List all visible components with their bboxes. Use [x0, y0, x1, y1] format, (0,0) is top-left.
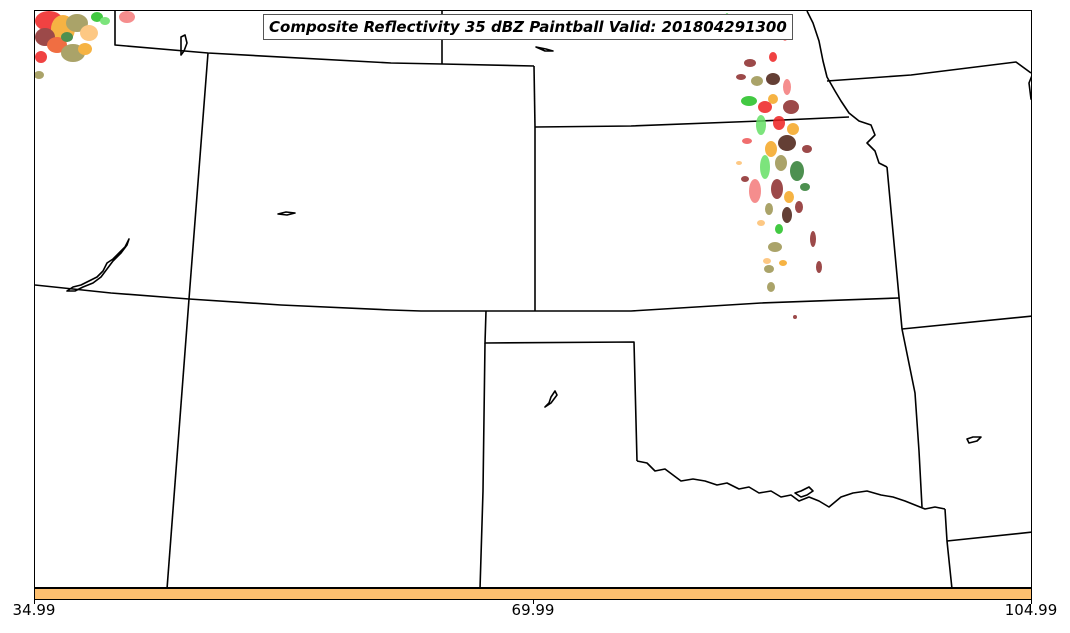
paint-blob: [757, 220, 765, 226]
boundary-ia-mo: [826, 61, 1031, 82]
paint-blob: [61, 32, 73, 42]
paint-blob: [763, 258, 771, 264]
paint-blob: [751, 76, 763, 86]
lake-powell: [66, 238, 130, 292]
paint-blob: [773, 116, 785, 130]
paint-blob: [775, 224, 783, 234]
lake-ute: [544, 390, 558, 408]
paint-blob: [119, 11, 135, 23]
paint-blob: [47, 37, 67, 53]
colorbar: [34, 588, 1032, 600]
paint-blob: [741, 96, 757, 106]
paint-blob: [80, 25, 98, 41]
paint-blob: [744, 59, 756, 67]
paint-blob: [775, 155, 787, 171]
paint-blob: [783, 100, 799, 114]
paint-blob: [736, 74, 746, 80]
boundary-missouri-river: [806, 11, 888, 168]
boundary-mo-ar: [901, 315, 1031, 330]
paint-blob: [782, 207, 792, 223]
boundary-ks-mo: [886, 166, 903, 330]
colorbar-tick-mark-left: [34, 600, 35, 604]
paint-blob: [779, 260, 787, 266]
paint-blob: [78, 43, 92, 55]
paint-blob: [749, 179, 761, 203]
boundary-ut-co: [188, 52, 209, 300]
lake-mcconaughy: [535, 46, 554, 52]
map-plot-area[interactable]: [34, 10, 1032, 588]
lake-ouachita: [966, 436, 982, 444]
boundary-tx-ar: [944, 508, 953, 587]
paint-blob: [787, 123, 799, 135]
colorbar-tick-mark-right: [1031, 600, 1032, 604]
paint-blob: [756, 115, 766, 135]
paint-blob: [741, 176, 749, 182]
paint-blob: [810, 231, 816, 247]
boundary-ia-east: [1028, 75, 1031, 101]
paint-blob: [100, 17, 110, 25]
boundary-wy-co: [114, 11, 535, 67]
paint-blob: [816, 261, 822, 273]
paint-blob: [768, 94, 778, 104]
colorbar-tick-mark-center: [533, 600, 534, 604]
state-boundaries: [35, 11, 1031, 587]
paint-blob: [771, 179, 783, 199]
paint-blob: [767, 282, 775, 292]
colorbar-tick-label-left: 34.99: [12, 601, 56, 619]
lake-blue-mesa: [277, 211, 296, 216]
paint-blob: [736, 161, 742, 165]
lake-texoma: [794, 486, 814, 498]
colorbar-tick-label-right: 104.99: [1004, 601, 1058, 619]
boundary-ar-la: [946, 531, 1031, 542]
paint-blob: [790, 161, 804, 181]
paint-blob: [742, 138, 752, 144]
boundary-ne-ks: [534, 116, 850, 128]
paint-blob: [765, 203, 773, 215]
boundary-ok-ar: [901, 328, 923, 508]
paint-blob: [91, 12, 103, 22]
paint-blob: [769, 52, 777, 62]
paint-blob: [760, 155, 770, 179]
paint-blob: [765, 141, 777, 157]
lake-flaming-gorge: [180, 34, 188, 56]
boundary-co-nm-ks-ok: [35, 284, 900, 312]
boundary-nm-tx: [479, 342, 486, 587]
map-title: Composite Reflectivity 35 dBZ Paintball …: [263, 14, 793, 40]
paint-blob: [778, 135, 796, 151]
boundary-red-river: [636, 460, 946, 510]
paint-blob: [766, 73, 780, 85]
boundary-ne-co: [533, 65, 536, 128]
paint-blob: [35, 51, 47, 63]
paint-blob: [802, 145, 812, 153]
boundary-ok-panhandle: [484, 310, 638, 462]
map-canvas: [35, 11, 1031, 587]
boundary-az-nm: [166, 298, 190, 587]
paintball-cluster-plains: [725, 13, 822, 319]
paint-blob: [764, 265, 774, 273]
paint-blob: [795, 201, 803, 213]
paint-blob: [793, 315, 797, 319]
paint-blob: [768, 242, 782, 252]
paint-blob: [783, 79, 791, 95]
paint-blob: [35, 71, 44, 79]
paint-blob: [784, 191, 794, 203]
paint-blob: [800, 183, 810, 191]
colorbar-tick-label-center: 69.99: [511, 601, 555, 619]
paintball-cluster-nw: [35, 11, 135, 79]
paint-blob: [758, 101, 772, 113]
